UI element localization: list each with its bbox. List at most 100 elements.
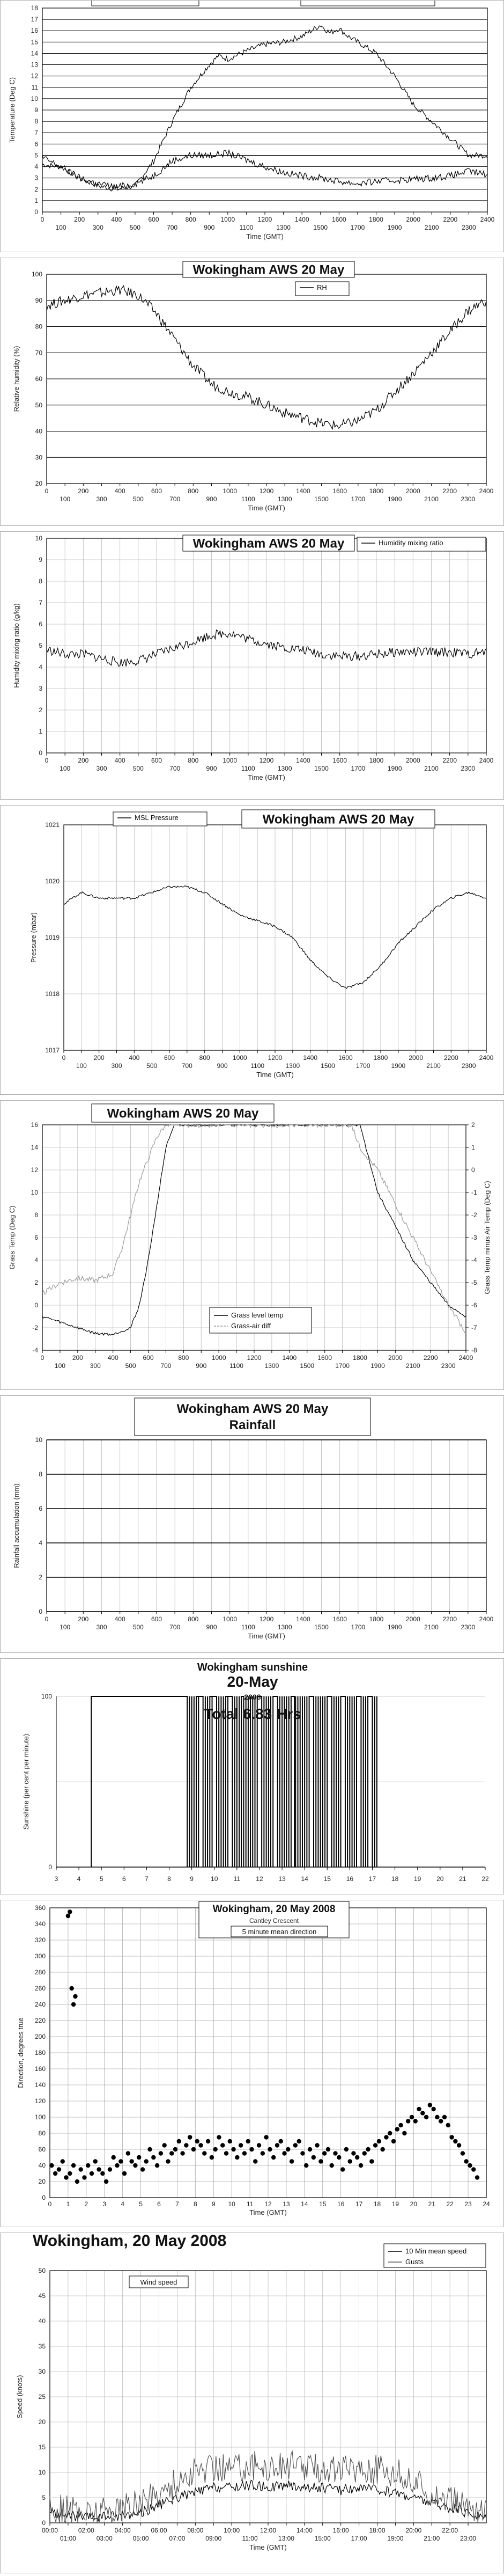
- direction-point: [275, 2143, 280, 2148]
- x-tick-label: 100: [60, 765, 70, 772]
- x-tick-label: 2000: [406, 487, 420, 495]
- y-tick-label: 8: [39, 577, 42, 585]
- direction-point: [304, 2163, 309, 2168]
- x-tick-label: 900: [204, 224, 214, 231]
- x-tick-label: 700: [169, 765, 180, 772]
- y-tick-label: 14: [31, 49, 39, 57]
- y-tick-label: 360: [35, 1904, 46, 1912]
- y-tick-label: 1020: [45, 877, 60, 885]
- x-tick-label: 1100: [241, 1623, 255, 1631]
- x-tick-label: 600: [151, 757, 162, 764]
- y-axis-label: Grass Temp (Deg C): [8, 1206, 16, 1270]
- direction-point: [162, 2143, 167, 2148]
- direction-point: [380, 2147, 385, 2152]
- y-tick-label: 120: [35, 2097, 46, 2105]
- direction-point: [103, 2179, 109, 2184]
- direction-point: [64, 2175, 69, 2180]
- x-tick-label: 1100: [229, 1362, 243, 1370]
- x-tick-label: 2200: [442, 487, 457, 495]
- direction-point: [73, 1994, 78, 1999]
- y-tick-label: 90: [35, 297, 43, 304]
- direction-point: [420, 2111, 425, 2116]
- x-tick-label: 2100: [425, 224, 439, 231]
- direction-point: [144, 2159, 149, 2164]
- chart-title: Wokingham AWS 20 May: [107, 1107, 259, 1121]
- x-tick-label: 600: [143, 1354, 153, 1362]
- direction-point: [89, 2171, 94, 2176]
- chart-title: Wokingham AWS 20 May: [193, 263, 345, 277]
- direction-point: [278, 2139, 283, 2144]
- x-tick-label: 400: [108, 1354, 118, 1362]
- x-tick-label: 1200: [258, 216, 272, 223]
- x-tick-label: 2400: [459, 1354, 473, 1362]
- direction-point: [471, 2167, 476, 2172]
- x-tick-label: 09:00: [205, 2535, 221, 2542]
- direction-point: [264, 2135, 269, 2140]
- x-tick-label: 600: [148, 216, 159, 223]
- direction-point: [82, 2175, 87, 2180]
- chart-title-box: [182, 535, 355, 552]
- x-tick-label: 14: [301, 1875, 308, 1883]
- legend-label: 5 minute mean direction: [242, 1928, 317, 1936]
- x-tick-label: 1500: [314, 1623, 329, 1631]
- direction-point: [344, 2147, 349, 2152]
- direction-point: [297, 2139, 301, 2144]
- x-tick-label: 1000: [223, 1615, 237, 1623]
- x-tick-label: 100: [56, 224, 66, 231]
- x-axis-label: Time (GMT): [248, 1632, 285, 1640]
- x-tick-label: 5: [139, 2200, 143, 2208]
- x-axis-label: Time (GMT): [248, 504, 285, 512]
- direction-point: [366, 2147, 370, 2152]
- y-tick-label: 1018: [45, 990, 60, 998]
- sunshine-block-3: [225, 1696, 233, 1867]
- direction-point: [129, 2159, 134, 2164]
- series-line-1: [49, 2450, 487, 2524]
- x-tick-label: 500: [130, 224, 140, 231]
- series-line-0: [42, 1124, 466, 1336]
- y-tick-label: 30: [39, 2368, 46, 2375]
- direction-point: [256, 2143, 262, 2148]
- direction-point: [71, 2163, 76, 2168]
- direction-point: [68, 2171, 72, 2176]
- y2-tick-label: -3: [471, 1234, 477, 1241]
- y-tick-label: 6: [39, 1505, 42, 1512]
- x-tick-label: 2200: [424, 1354, 438, 1362]
- direction-point: [260, 2151, 265, 2156]
- x-tick-label: 200: [78, 1615, 88, 1623]
- x-tick-label: 1900: [370, 1362, 385, 1370]
- legend-label: Grass-air diff: [231, 1322, 271, 1330]
- legend-box: [357, 537, 486, 552]
- sunshine-block-1: [196, 1696, 204, 1867]
- legend-label: Gusts: [405, 2258, 424, 2266]
- x-tick-label: 16:00: [333, 2527, 349, 2534]
- legend-box: [209, 1307, 312, 1334]
- x-tick-label: 11: [234, 1875, 241, 1883]
- x-tick-label: 20: [410, 2200, 418, 2208]
- direction-point: [358, 2163, 364, 2168]
- direction-point: [289, 2159, 294, 2164]
- direction-point: [351, 2151, 356, 2156]
- legend-box: [295, 281, 350, 296]
- y-tick-label: 6: [39, 620, 42, 628]
- wind-direction-chart-svg: 0204060801001201401601802002202402602803…: [17, 1901, 490, 2216]
- x-tick-label: 6: [157, 2200, 161, 2208]
- x-tick-label: 4: [121, 2200, 124, 2208]
- sunshine-block-6: [272, 1696, 278, 1867]
- x-axis-label: Time (GMT): [246, 232, 284, 240]
- x-tick-label: 1: [66, 2200, 70, 2208]
- y-tick-label: 7: [39, 599, 42, 606]
- direction-point: [151, 2155, 156, 2160]
- x-tick-label: 1500: [313, 224, 328, 231]
- x-tick-label: 6: [122, 1875, 126, 1883]
- direction-point: [453, 2139, 458, 2144]
- x-tick-label: 1200: [260, 757, 274, 764]
- x-tick-label: 21: [459, 1875, 466, 1883]
- x-tick-label: 0: [45, 757, 49, 764]
- x-tick-label: 200: [78, 487, 88, 495]
- y-tick-label: 18: [31, 4, 39, 12]
- sunshine-block-7: [290, 1696, 295, 1867]
- x-tick-label: 22:00: [442, 2527, 458, 2534]
- x-tick-label: 300: [96, 1623, 107, 1631]
- x-tick-label: 2100: [424, 495, 439, 503]
- x-tick-label: 100: [60, 1623, 70, 1631]
